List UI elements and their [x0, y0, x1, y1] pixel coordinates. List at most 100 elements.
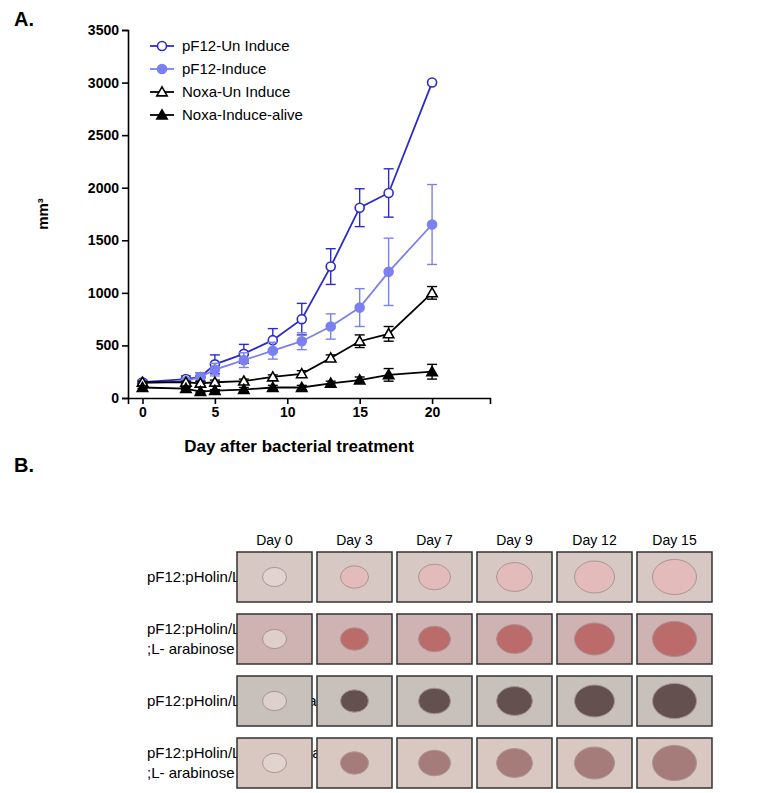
photo-frame — [477, 614, 552, 664]
error-bar — [384, 327, 394, 342]
error-bar — [427, 364, 437, 379]
photo — [317, 738, 392, 788]
series-line — [142, 225, 432, 384]
point — [427, 288, 437, 297]
error-bar-cap — [268, 328, 278, 329]
photo — [317, 614, 392, 664]
legend: pF12-Un InducepF12-InduceNoxa-Un InduceN… — [150, 37, 303, 123]
error-bar-cap — [326, 338, 336, 339]
point — [181, 383, 191, 392]
legend-entry: pF12-Un Induce — [150, 37, 290, 54]
tick: 1500 — [88, 232, 128, 248]
row-label: ;L- arabinose — [147, 764, 235, 781]
x-axis-title: Day after bacterial treatment — [184, 437, 414, 456]
column-header: Day 9 — [496, 532, 533, 548]
error-bar-cap — [384, 168, 394, 169]
photo-frame — [557, 738, 632, 788]
column-header: Day 7 — [416, 532, 453, 548]
tick-label: 2000 — [88, 180, 119, 196]
tick-mark — [122, 82, 128, 84]
error-bar-cap — [384, 305, 394, 306]
tumor — [497, 687, 533, 716]
tumor — [341, 628, 369, 650]
tumor — [653, 683, 697, 718]
error-bar-cap — [297, 332, 307, 333]
tick-mark — [122, 135, 128, 137]
photo-frame — [237, 614, 312, 664]
tick: 0 — [111, 390, 128, 406]
tumor — [341, 690, 369, 712]
tick-label: 2500 — [88, 127, 119, 143]
column-header: Day 3 — [336, 532, 373, 548]
error-bar-cap — [384, 216, 394, 217]
error-bar — [326, 249, 336, 285]
tick-mark — [122, 398, 128, 400]
tick-label: 5 — [211, 404, 219, 420]
error-bar — [427, 185, 437, 265]
point — [210, 365, 219, 374]
error-bar-cap — [355, 226, 365, 227]
legend-label: pF12-Un Induce — [182, 37, 290, 54]
point — [268, 346, 277, 355]
error-bar-cap — [326, 248, 336, 249]
error-bar-cap — [210, 363, 220, 364]
y-axis: 0500100015002000250030003500 — [88, 22, 129, 406]
photo — [237, 676, 312, 726]
photo-frame — [237, 676, 312, 726]
point — [428, 220, 437, 229]
photo — [397, 738, 472, 788]
point — [384, 188, 393, 197]
panel-label: A. — [14, 8, 34, 30]
photo — [237, 738, 312, 788]
tick-label: 10 — [280, 404, 296, 420]
error-bar-cap — [384, 237, 394, 238]
point — [383, 329, 393, 338]
photo — [637, 738, 712, 788]
point — [326, 353, 336, 362]
tick-mark — [122, 187, 128, 189]
tumor — [419, 626, 451, 652]
photo — [637, 552, 712, 602]
tick-label: 3500 — [88, 22, 119, 38]
tumor — [575, 685, 615, 717]
error-bar-cap — [297, 349, 307, 350]
point — [297, 315, 306, 324]
legend-label: pF12-Induce — [182, 60, 266, 77]
photo — [637, 676, 712, 726]
tick-mark — [122, 30, 128, 32]
photo — [557, 676, 632, 726]
error-bar-cap — [326, 313, 336, 314]
error-bar-cap — [239, 352, 249, 353]
photo — [557, 614, 632, 664]
error-bar-cap — [427, 264, 437, 265]
photo-frame — [557, 614, 632, 664]
error-bar — [355, 189, 365, 227]
tick: 1000 — [88, 285, 128, 301]
point — [428, 78, 437, 87]
photo — [637, 614, 712, 664]
error-bar-cap — [239, 367, 249, 368]
legend-entry: Noxa-Un Induce — [150, 83, 290, 100]
column-header: Day 15 — [652, 532, 697, 548]
tumor — [419, 688, 451, 714]
tick-mark — [122, 240, 128, 242]
tick-mark — [122, 345, 128, 347]
photo-frame — [397, 738, 472, 788]
photo — [397, 552, 472, 602]
figure: A.B.050010001500200025003000350005101520… — [0, 0, 758, 793]
error-bar-cap — [427, 378, 437, 379]
error-bar-cap — [384, 326, 394, 327]
photo — [397, 614, 472, 664]
tick: 3500 — [88, 22, 128, 38]
photo — [237, 552, 312, 602]
tick: 2000 — [88, 180, 128, 196]
point — [195, 387, 205, 396]
point — [137, 382, 147, 391]
tick-label: 3000 — [88, 75, 119, 91]
point — [427, 367, 437, 376]
photo — [477, 676, 552, 726]
tick-mark — [122, 293, 128, 295]
error-bar-cap — [427, 184, 437, 185]
photo — [477, 614, 552, 664]
tumor — [263, 567, 287, 586]
